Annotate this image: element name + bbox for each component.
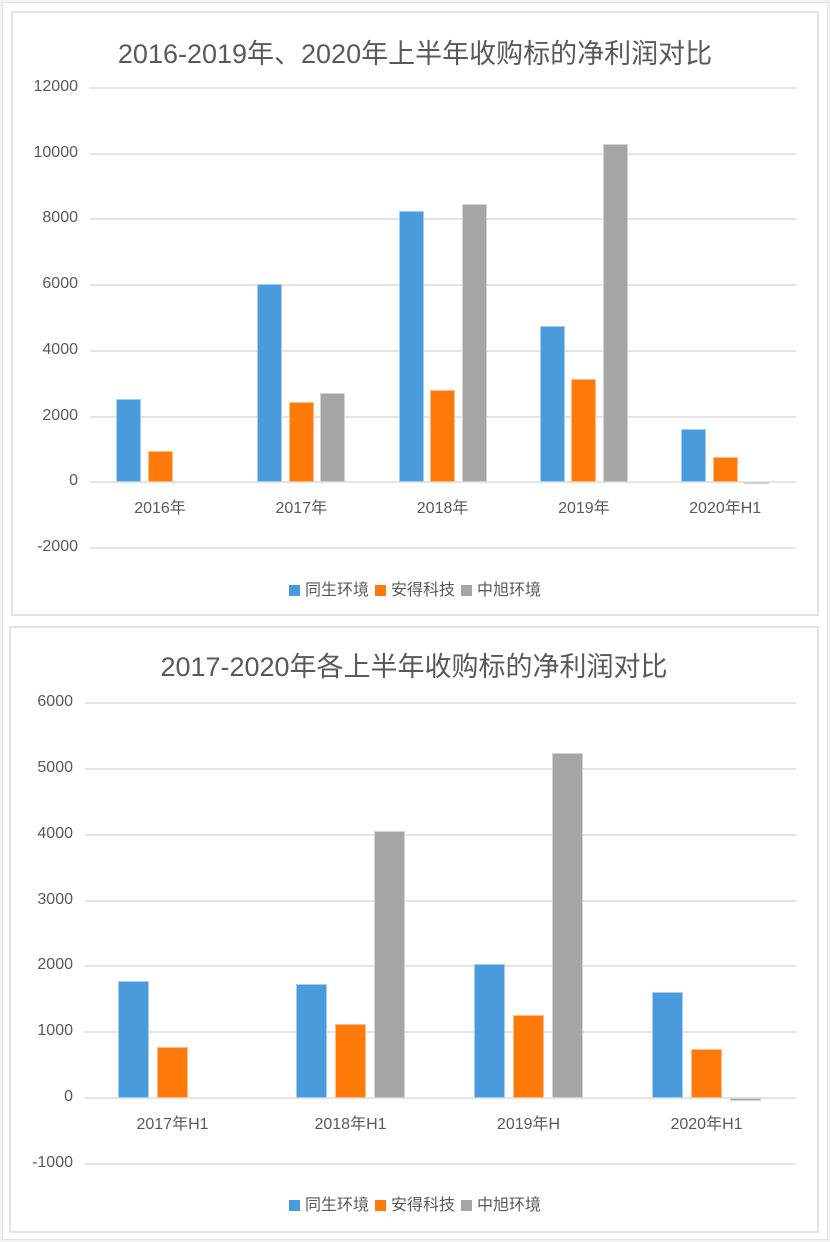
legend-item: 中旭环境: [461, 1191, 541, 1215]
gridline: [85, 767, 796, 770]
y-axis-tick-label: 6000: [37, 693, 73, 710]
bar-ande: [157, 1047, 188, 1099]
legend-item: 中旭环境: [461, 576, 541, 600]
legend-label: 安得科技: [390, 582, 455, 599]
chart-legend: 同生环境 安得科技 中旭环境: [0, 576, 830, 600]
x-axis-category-label: 2018年: [416, 500, 469, 517]
x-axis-category-label: 2018年H1: [314, 1116, 387, 1133]
bar-ande: [147, 450, 173, 483]
x-axis-category-label: 2020年H1: [689, 500, 762, 517]
bar-zhongxu: [461, 203, 487, 483]
bar-ande: [571, 379, 597, 483]
gridline: [90, 349, 796, 352]
y-axis-tick-label: 10000: [33, 143, 79, 161]
bar-tongsheng: [474, 964, 505, 1099]
bar-tongsheng: [296, 984, 327, 1099]
y-axis-tick-label: 12000: [33, 78, 79, 95]
y-axis-tick-label: 2000: [42, 406, 78, 424]
gridline: [90, 284, 796, 287]
gridline: [90, 87, 796, 89]
y-axis-tick-label: 3000: [37, 890, 73, 908]
y-axis-tick-label: 1000: [37, 1022, 73, 1040]
legend-item: 安得科技: [374, 1191, 455, 1215]
x-axis-category-label: 2020年H1: [670, 1116, 743, 1133]
legend-swatch-icon: [374, 585, 386, 596]
bar-tongsheng: [681, 429, 707, 483]
bar-ande: [691, 1048, 722, 1099]
bar-zhongxu: [320, 392, 346, 483]
bar-zhongxu: [744, 482, 770, 485]
gridline: [85, 1031, 796, 1034]
chart-legend: 同生环境 安得科技 中旭环境: [0, 1191, 830, 1215]
bar-zhongxu: [552, 753, 583, 1099]
x-axis-category-label: 2019年H: [496, 1116, 561, 1133]
y-axis-tick-label: -1000: [32, 1154, 73, 1171]
legend-item: 同生环境: [288, 1191, 369, 1215]
gridline: [85, 833, 796, 836]
gridline: [90, 481, 796, 484]
bar-zhongxu: [374, 831, 405, 1099]
y-axis-tick-label: 8000: [42, 209, 78, 227]
legend-item: 安得科技: [374, 576, 455, 600]
bar-tongsheng: [116, 398, 141, 483]
gridline: [85, 965, 796, 968]
legend-swatch-icon: [288, 585, 300, 596]
bar-ande: [335, 1024, 366, 1099]
bar-zhongxu: [730, 1098, 761, 1102]
legend-swatch-icon: [288, 1200, 300, 1211]
bar-tongsheng: [652, 992, 683, 1099]
legend-label: 安得科技: [390, 1197, 455, 1214]
legend-swatch-icon: [461, 1200, 472, 1211]
y-axis-tick-label: 5000: [37, 758, 73, 776]
gridline: [90, 547, 796, 549]
bar-zhongxu: [602, 143, 628, 483]
gridline: [90, 218, 796, 221]
chart-title: 2016-2019年、2020年上半年收购标的净利润对比: [117, 39, 713, 69]
legend-label: 中旭环境: [477, 582, 542, 599]
chart-title: 2017-2020年各上半年收购标的净利润对比: [160, 652, 668, 682]
bar-tongsheng: [398, 210, 424, 483]
legend-swatch-icon: [374, 1200, 386, 1211]
gridline: [85, 899, 796, 902]
y-axis-tick-label: -2000: [37, 538, 78, 555]
bar-ande: [288, 402, 314, 483]
legend-label: 同生环境: [304, 582, 369, 599]
legend-swatch-icon: [461, 585, 472, 596]
gridline: [85, 1097, 796, 1100]
x-axis-category-label: 2019年: [558, 500, 610, 517]
y-axis-tick-label: 2000: [37, 956, 73, 974]
bar-ande: [513, 1015, 544, 1099]
x-axis-category-label: 2016年: [134, 500, 186, 517]
y-axis-tick-label: 6000: [42, 275, 78, 293]
legend-item: 同生环境: [288, 576, 369, 600]
y-axis-tick-label: 4000: [37, 824, 73, 842]
bar-tongsheng: [539, 326, 565, 483]
legend-label: 中旭环境: [477, 1197, 542, 1214]
legend-label: 同生环境: [304, 1197, 369, 1214]
bar-tongsheng: [118, 980, 149, 1099]
bar-tongsheng: [257, 283, 283, 483]
gridline: [85, 1163, 796, 1165]
y-axis-tick-label: 4000: [42, 340, 78, 358]
x-axis-category-label: 2017年H1: [136, 1116, 209, 1133]
x-axis-category-label: 2017年: [275, 500, 328, 517]
gridline: [85, 702, 796, 704]
gridline: [90, 152, 796, 155]
y-axis-tick-label: 0: [64, 1088, 73, 1106]
bar-ande: [712, 456, 738, 483]
chart-panel-half-year: 2017-2020年各上半年收购标的净利润对比: [9, 626, 819, 1233]
bar-ande: [430, 390, 456, 483]
y-axis-tick-label: 0: [69, 472, 78, 490]
